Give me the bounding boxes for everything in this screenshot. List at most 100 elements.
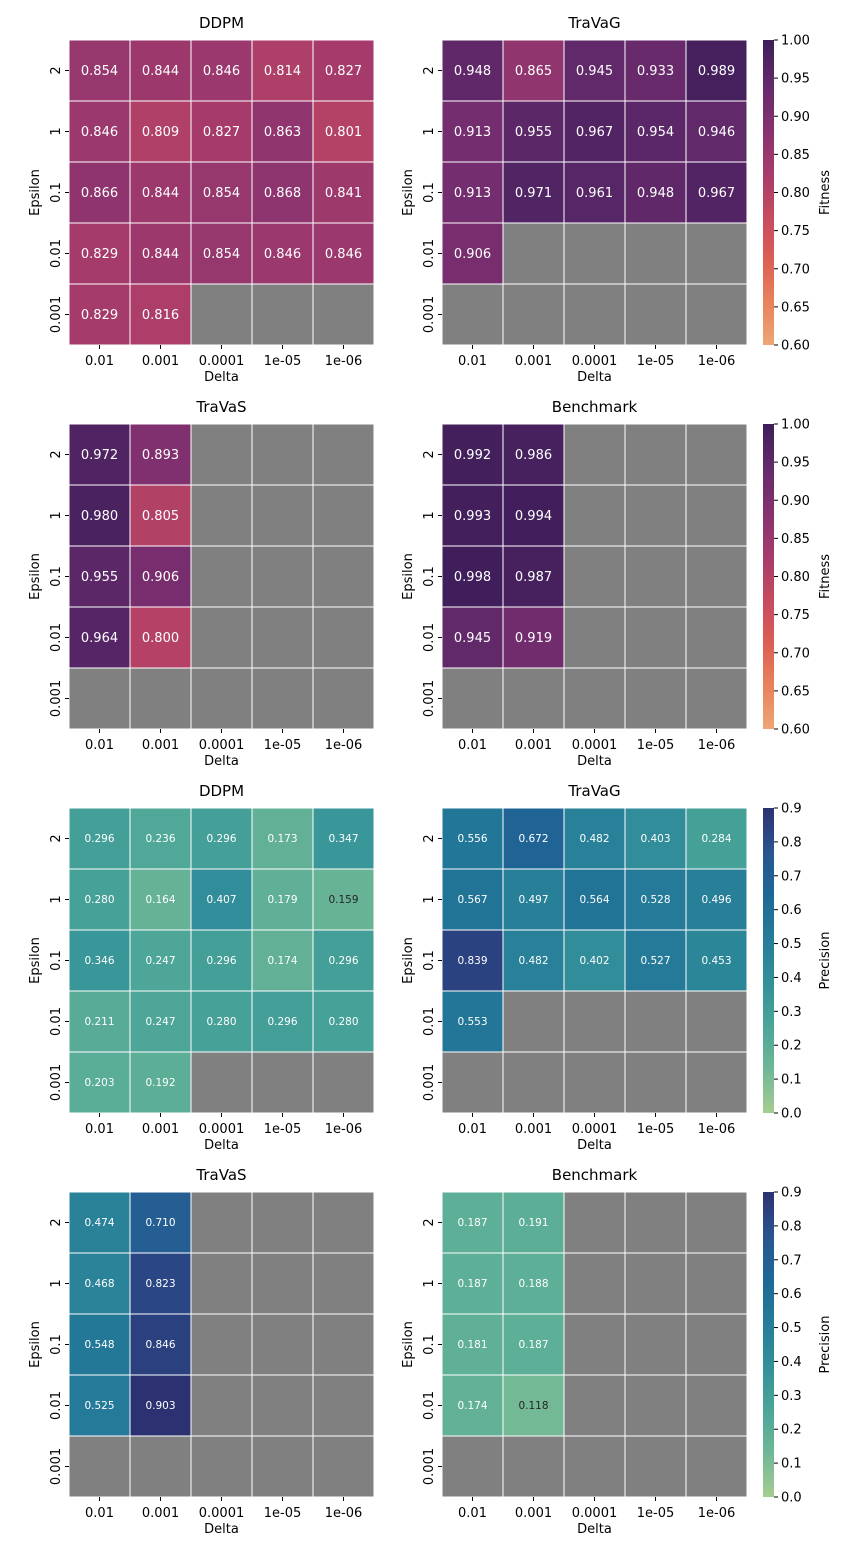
x-tick-label: 0.0001	[572, 738, 618, 753]
y-axis-label: Epsilon	[401, 937, 416, 984]
heatmap-cell-missing	[563, 1051, 626, 1114]
cell-value-label: 0.846	[325, 247, 362, 262]
x-tick-label: 0.0001	[572, 354, 618, 369]
heatmap-cell-missing	[312, 283, 375, 346]
heatmap-cell-missing	[129, 1435, 192, 1498]
heatmap-cell-missing	[685, 545, 748, 608]
heatmap-cell	[312, 807, 375, 870]
x-tick-label: 1e-06	[698, 1122, 736, 1137]
heatmap-cell-missing	[563, 545, 626, 608]
heatmap-cell	[502, 1374, 565, 1437]
cell-value-label: 0.955	[81, 570, 118, 585]
cell-value-label: 0.964	[81, 631, 118, 646]
y-tick-label: 0.1	[49, 1334, 64, 1355]
heatmap-cell-missing	[563, 1374, 626, 1437]
heatmap-cell-missing	[251, 606, 314, 669]
x-tick-label: 1e-06	[325, 738, 363, 753]
cell-value-label: 0.801	[325, 125, 362, 140]
heatmap-cell-missing	[251, 1252, 314, 1315]
heatmap-cell-missing	[502, 667, 565, 730]
heatmap-cell	[251, 161, 314, 224]
colorbar-3: 0.0 0.1 0.2 0.3 0.4 0.5 0.6 0.7 0.8 0.9 Precision	[763, 802, 833, 1122]
cell-value-label: 0.987	[515, 570, 552, 585]
cell-value-label: 0.296	[206, 955, 236, 967]
heatmap-cell	[190, 222, 253, 285]
heatmap-cell	[129, 1313, 192, 1376]
cell-value-label: 0.823	[145, 1278, 175, 1290]
cell-value-label: 0.827	[325, 64, 362, 79]
heatmap-cell-missing	[251, 283, 314, 346]
colorbar-tick-label: 0.9	[781, 1186, 802, 1201]
heatmap-cell-missing	[251, 1313, 314, 1376]
x-tick-label: 1e-06	[698, 1506, 736, 1521]
heatmap-cell-missing	[502, 222, 565, 285]
y-tick-label: 0.001	[422, 296, 437, 333]
x-tick-label: 0.0001	[199, 1122, 245, 1137]
heatmap-cell	[563, 929, 626, 992]
heatmap-cell-missing	[251, 1051, 314, 1114]
x-tick-label: 1e-05	[637, 1122, 675, 1137]
heatmap-cell	[441, 1252, 504, 1315]
heatmap-cell	[685, 161, 748, 224]
heatmap-cell	[129, 1191, 192, 1254]
colorbar-tick-label: 0.7	[781, 869, 802, 884]
heatmap-cell-missing	[624, 1191, 687, 1254]
heatmap-cell-missing	[563, 990, 626, 1053]
heatmap-cell-missing	[563, 1313, 626, 1376]
heatmap-cell-missing	[624, 1051, 687, 1114]
y-tick-label: 0.001	[49, 296, 64, 333]
y-tick-label: 0.001	[422, 680, 437, 717]
cell-value-label: 0.296	[328, 955, 358, 967]
cell-value-label: 0.955	[515, 125, 552, 140]
heatmap-panel-4: Benchmark 0.992 0.986 0.993 0.994 0.998 0.987 0…	[401, 398, 748, 769]
heatmap-cell-missing	[251, 545, 314, 608]
cell-value-label: 0.528	[640, 894, 670, 906]
cell-value-label: 0.994	[515, 509, 552, 524]
panel-title: TraVaS	[195, 398, 246, 416]
y-tick-label: 0.01	[49, 623, 64, 652]
panel-title: DDPM	[199, 782, 244, 800]
cell-value-label: 0.980	[81, 509, 118, 524]
heatmap-cell-missing	[624, 667, 687, 730]
cell-value-label: 0.989	[698, 64, 735, 79]
cell-value-label: 0.998	[454, 570, 491, 585]
x-axis-label: Delta	[204, 1138, 239, 1153]
cell-value-label: 0.118	[518, 1400, 548, 1412]
x-tick-label: 1e-06	[325, 1506, 363, 1521]
cell-value-label: 0.945	[576, 64, 613, 79]
cell-value-label: 0.906	[454, 247, 491, 262]
colorbar-tick-label: 0.0	[781, 1107, 802, 1122]
heatmap-cell-missing	[624, 1252, 687, 1315]
heatmap-cell-missing	[190, 667, 253, 730]
heatmap-cell	[441, 1374, 504, 1437]
heatmap-cell	[129, 423, 192, 486]
heatmap-cell-missing	[441, 1051, 504, 1114]
heatmap-cell	[68, 283, 131, 346]
heatmap-cell-missing	[190, 423, 253, 486]
heatmap-cell-missing	[312, 423, 375, 486]
x-axis-label: Delta	[577, 754, 612, 769]
y-axis-label: Epsilon	[28, 553, 43, 600]
heatmap-cell	[441, 606, 504, 669]
x-tick-label: 0.01	[85, 738, 114, 753]
heatmap-cell	[502, 1191, 565, 1254]
cell-value-label: 0.839	[457, 955, 487, 967]
cell-value-label: 0.347	[328, 833, 358, 845]
heatmap-panel-2: TraVaG 0.948 0.865 0.945 0.933 0.989 0.913 0.95…	[401, 14, 748, 385]
x-tick-label: 1e-06	[698, 738, 736, 753]
y-tick-label: 0.1	[422, 950, 437, 971]
colorbar-tick-label: 0.9	[781, 802, 802, 817]
heatmap-cell-missing	[502, 283, 565, 346]
cell-value-label: 0.954	[637, 125, 674, 140]
y-tick-label: 2	[49, 66, 64, 74]
heatmap-cell-missing	[190, 1313, 253, 1376]
heatmap-cell-missing	[563, 423, 626, 486]
colorbar-tick-label: 0.6	[781, 903, 802, 918]
colorbar-tick-label: 1.00	[781, 418, 810, 433]
heatmap-cell-missing	[251, 1191, 314, 1254]
colorbar-label: Fitness	[818, 554, 833, 599]
colorbar-tick-label: 0.1	[781, 1073, 802, 1088]
cell-value-label: 0.800	[142, 631, 179, 646]
y-tick-label: 0.001	[422, 1448, 437, 1485]
